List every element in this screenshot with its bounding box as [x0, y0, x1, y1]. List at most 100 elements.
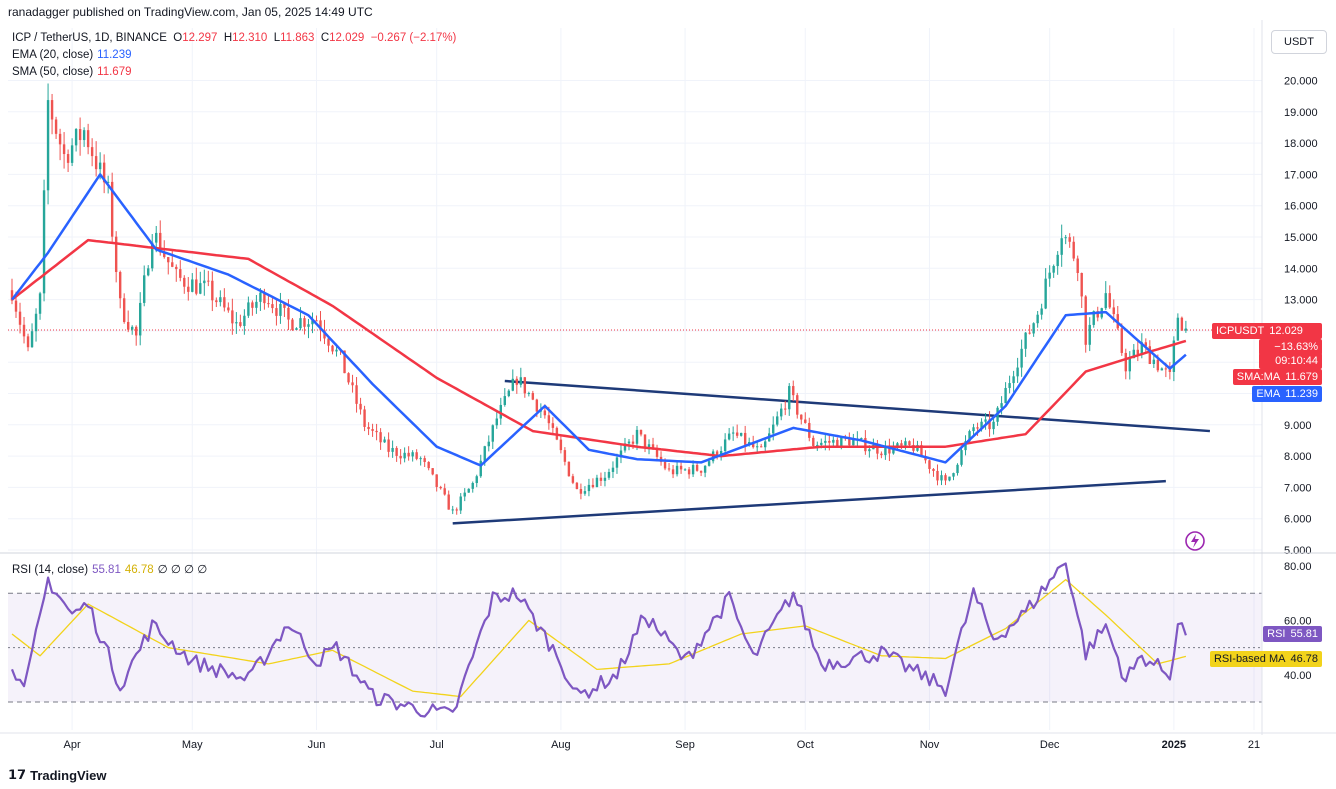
candle: [495, 418, 498, 426]
candle: [1128, 358, 1131, 372]
candle: [199, 283, 202, 294]
candle: [307, 324, 310, 327]
candle: [435, 474, 438, 487]
candle: [707, 461, 711, 466]
candle: [1076, 258, 1079, 273]
price-tick-label: 17.000: [1284, 169, 1318, 181]
ema-tag-label: EMA: [1256, 388, 1281, 400]
open-value: 12.297: [182, 32, 218, 44]
candle: [1144, 342, 1148, 347]
candle: [379, 432, 382, 443]
candle: [988, 419, 991, 430]
candle: [26, 336, 30, 348]
candle: [106, 181, 110, 183]
candle: [764, 441, 767, 448]
candle: [976, 427, 979, 429]
candle: [291, 319, 294, 330]
candle: [1092, 311, 1095, 325]
candle: [1044, 278, 1047, 309]
candle: [1000, 403, 1003, 408]
candle: [143, 275, 146, 303]
sma-legend-label: SMA (50, close): [12, 66, 94, 78]
candle: [479, 460, 482, 477]
candle: [219, 297, 222, 303]
lightning-icon[interactable]: [1184, 530, 1206, 552]
candle: [38, 293, 42, 314]
price-tick-label: 18.000: [1284, 138, 1318, 150]
candle: [611, 467, 615, 472]
candle: [551, 423, 555, 428]
candle: [1152, 359, 1156, 365]
tradingview-brand-label: TradingView: [30, 767, 107, 783]
candle: [66, 154, 70, 163]
candle: [952, 473, 955, 477]
candle: [687, 469, 691, 475]
rsi-tag-label: RSI: [1267, 628, 1286, 640]
candle: [235, 322, 238, 324]
currency-unit-button[interactable]: USDT: [1271, 30, 1327, 54]
candle: [14, 300, 18, 312]
candle: [864, 438, 867, 452]
candle: [559, 439, 563, 451]
candle: [675, 465, 679, 475]
candle: [731, 432, 735, 434]
time-tick-label: Jul: [430, 739, 444, 751]
time-tick-label: 21: [1248, 739, 1260, 751]
candle: [860, 438, 863, 440]
candle: [303, 318, 306, 327]
candle: [1004, 387, 1007, 404]
candle: [936, 470, 939, 481]
candle: [155, 232, 158, 243]
price-tick-label: 8.000: [1284, 451, 1312, 463]
rsi-tag-value: 55.81: [1290, 628, 1318, 640]
candle: [243, 315, 246, 326]
sma-tag-label: SMA:MA: [1236, 371, 1281, 383]
candle: [1012, 376, 1015, 384]
ema-tag-value: 11.239: [1285, 388, 1318, 400]
candle: [940, 475, 943, 481]
trendline-lower: [452, 479, 1166, 525]
candle: [655, 448, 659, 457]
candle: [563, 450, 567, 462]
candle: [591, 484, 595, 488]
candle: [848, 438, 851, 446]
candle: [868, 449, 871, 452]
candle: [275, 308, 278, 316]
candle: [78, 129, 82, 141]
candle: [579, 489, 583, 494]
candle: [1028, 332, 1031, 334]
candle: [527, 393, 531, 395]
candle: [191, 279, 194, 292]
candle: [1164, 368, 1168, 370]
candle: [1048, 272, 1051, 279]
candle: [179, 269, 182, 278]
candle: [511, 378, 515, 391]
candle: [367, 426, 370, 430]
candle: [595, 477, 599, 488]
candle: [896, 443, 899, 448]
candle: [876, 444, 879, 454]
candle: [984, 419, 987, 422]
candle: [567, 461, 571, 477]
rsi-line: [10, 562, 1187, 718]
candle: [22, 324, 26, 337]
candle: [828, 440, 831, 443]
candle: [30, 331, 34, 348]
candle: [110, 181, 114, 237]
candle: [159, 232, 162, 253]
tradingview-logo-icon: 𝟭𝟳: [8, 767, 27, 782]
candle: [788, 386, 791, 410]
change-pct-tag: −13.63%: [1259, 339, 1322, 355]
candle: [126, 321, 130, 330]
candle: [960, 450, 963, 465]
candle: [1120, 328, 1123, 353]
candle: [1136, 349, 1140, 355]
rsi-ma-legend-value: 46.78: [124, 564, 154, 576]
candle: [824, 440, 827, 443]
time-tick-label: Dec: [1040, 739, 1060, 751]
candle: [1108, 293, 1111, 308]
candle: [1160, 368, 1164, 371]
candle: [836, 439, 839, 448]
trendline-upper: [504, 379, 1211, 433]
